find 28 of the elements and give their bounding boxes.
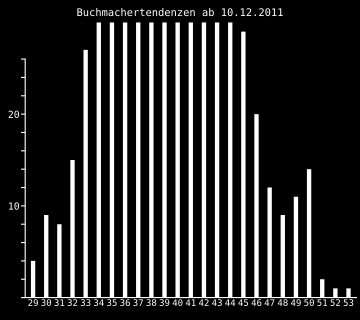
x-tick-label: 40 [172,299,183,306]
x-tick-label: 47 [264,299,274,306]
x-tick-label: 51 [317,299,328,306]
x-tick-label: 45 [238,299,248,306]
x-tick-label: 53 [344,299,354,306]
x-tick-label: 43 [212,299,222,306]
chart-title: Buchmachertendenzen ab 10.12.2011 [77,8,283,16]
y-tick-label: 20 [8,110,20,118]
x-tick-label: 39 [160,299,170,306]
x-tick-label: 48 [278,299,288,306]
x-tick-label: 36 [120,299,130,306]
x-tick-label: 49 [290,299,301,306]
x-tick-label: 32 [68,299,78,306]
x-tick-label: 30 [41,299,52,306]
x-tick-label: 46 [252,299,262,306]
y-tick-label: 10 [9,202,20,210]
x-tick-label: 41 [186,299,196,306]
x-tick-label: 50 [304,299,314,306]
x-tick-label: 42 [198,299,209,306]
x-tick-label: 31 [54,299,64,306]
x-tick-label: 38 [146,299,156,306]
x-tick-label: 34 [94,299,104,306]
x-tick-label: 52 [330,299,340,306]
x-tick-label: 33 [80,299,90,306]
x-tick-label: 37 [133,299,143,306]
x-tick-label: 35 [107,299,117,306]
x-tick-label: 44 [225,299,236,306]
x-tick-label: 29 [28,299,38,306]
